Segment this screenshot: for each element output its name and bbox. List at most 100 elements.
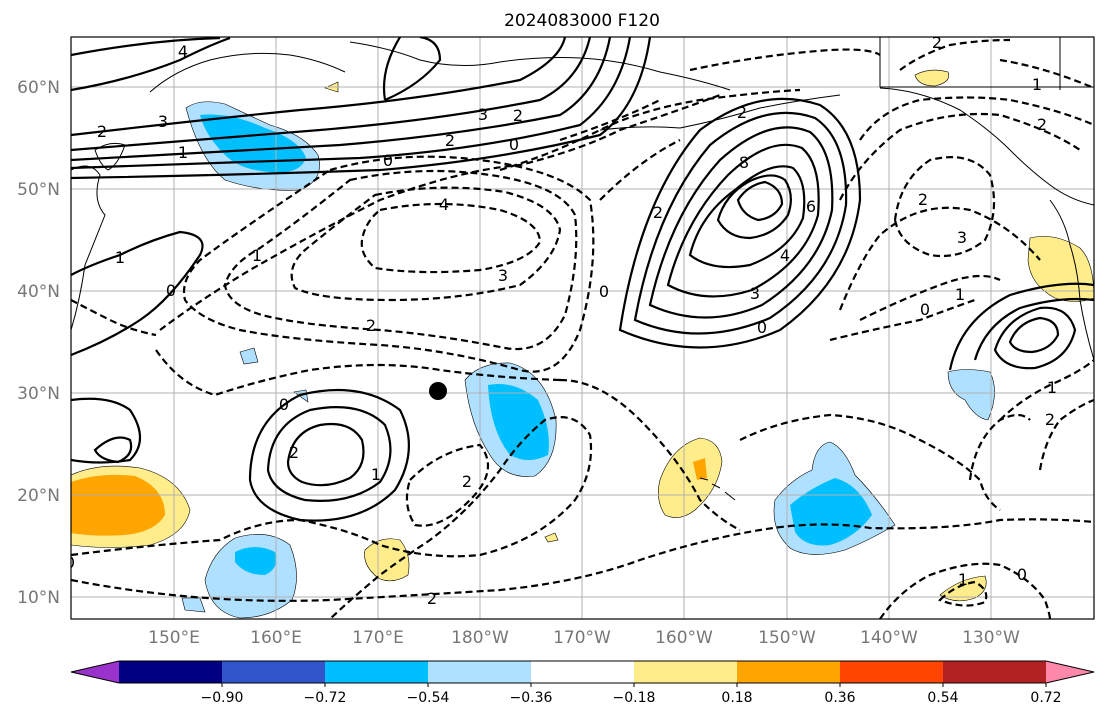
lat-label: 40°N [17, 282, 60, 302]
colorbar-tick-label: −0.90 [201, 690, 244, 706]
contour-neg [839, 112, 1081, 201]
contour-neg [739, 413, 1001, 511]
graticule [71, 37, 1094, 619]
contour-south-2 [286, 422, 365, 487]
contour-neg [155, 349, 561, 397]
contour-neg-1 [182, 155, 595, 373]
contour-neg [899, 38, 1011, 71]
contour-label: 2 [1045, 410, 1055, 429]
contour-label: 0 [166, 281, 176, 300]
contour-south-1 [266, 406, 392, 502]
contour-neg [859, 274, 1001, 321]
contour-label: 4 [178, 42, 188, 61]
contour-label: 2 [653, 203, 663, 222]
contour-neg [71, 518, 1094, 602]
contour-high-6 [716, 174, 792, 240]
contour-neg-2 [893, 156, 996, 258]
contour-label: 1 [1032, 75, 1042, 94]
contour-label: 2 [1037, 115, 1047, 134]
contour-neg-2 [223, 169, 578, 351]
contour-neg [559, 378, 741, 531]
contour-neg [1038, 398, 1094, 471]
contour-label: 2 [445, 131, 455, 150]
contour-neg [159, 93, 721, 331]
contour-label: 2 [289, 443, 299, 462]
anomaly-orange [71, 474, 165, 536]
contour-high-0 [618, 97, 862, 349]
lon-label: 170°E [352, 628, 404, 648]
storm-center-dot [429, 382, 447, 400]
colorbar-tick-label: −0.36 [510, 690, 553, 706]
contour-label: 6 [806, 197, 816, 216]
longitude-labels: 150°E 160°E 170°E 180°W 170°W 160°W 150°… [148, 628, 1020, 648]
contour-label: 2 [918, 190, 928, 209]
lon-label: 140°W [860, 628, 918, 648]
map-title: 2024083000 F120 [504, 11, 660, 31]
contour-label: 0 [279, 395, 289, 414]
contour-label: 1 [958, 570, 968, 589]
contour-high-2 [648, 126, 834, 319]
contour-label: 1 [252, 246, 262, 265]
contour-line [1008, 316, 1060, 354]
latitude-labels: 60°N 50°N 40°N 30°N 20°N 10°N [17, 78, 60, 608]
anomaly-blue [488, 384, 549, 460]
contour-neg-2 [405, 443, 490, 527]
contour-label: 4 [780, 246, 790, 265]
contour-neg [829, 298, 976, 342]
anomaly-yellow [544, 532, 559, 543]
contour-label: 0 [757, 318, 767, 337]
contour-neg [838, 206, 1041, 311]
colorbar-tick-label: 0.54 [927, 690, 958, 706]
coastlines [71, 37, 1094, 501]
colorbar-tick-label: −0.72 [304, 690, 347, 706]
contour-label: 2 [513, 106, 523, 125]
lon-label: 180°W [451, 628, 509, 648]
contour-neg [689, 48, 881, 72]
contour-line [71, 37, 632, 170]
coastline-alaska [349, 41, 731, 91]
contour-label: 1 [1047, 378, 1057, 397]
colorbar-segment [531, 661, 635, 683]
contour-line [71, 37, 221, 57]
anomaly-blue [200, 114, 306, 173]
colorbar-tick-label: −0.18 [613, 690, 656, 706]
contour-line [71, 37, 567, 137]
contour-neg [71, 416, 593, 619]
colorbar-segment [119, 661, 223, 683]
colorbar-tick-label: −0.54 [407, 690, 450, 706]
contour-high-4 [688, 165, 806, 269]
colorbar-extend-high [1046, 661, 1094, 683]
coastline-canada [879, 87, 1094, 206]
colorbar-segment [943, 661, 1047, 683]
contour-high-8 [736, 180, 784, 222]
contour-line [382, 37, 442, 102]
colorbar: −0.90 −0.72 −0.54 −0.36 −0.18 0.18 0.36 0.54 0.7… [70, 660, 1095, 706]
anomaly-light-blue [947, 369, 995, 421]
contour-line [71, 397, 142, 464]
contour-label: 8 [739, 153, 749, 172]
contour-label: 0 [65, 553, 75, 572]
border-canada-alaska [879, 37, 1094, 88]
colorbar-tick-label: 0.36 [824, 690, 855, 706]
anomaly-yellow [658, 437, 723, 518]
colorbar-segment [222, 661, 326, 683]
contour-neg [999, 359, 1094, 421]
dashed-contours [71, 38, 1094, 619]
contour-label: 0 [599, 282, 609, 301]
contour-label: 3 [158, 112, 168, 131]
colorbar-outline [70, 660, 1095, 684]
lon-label: 150°E [148, 628, 200, 648]
contour-label: 2 [737, 103, 747, 122]
contour-line [71, 230, 204, 357]
anomaly-blue [235, 547, 277, 575]
contour-neg [968, 413, 1031, 481]
contour-high-3 [666, 143, 820, 298]
colorbar-tick-label: 0.72 [1030, 690, 1061, 706]
contour-line [948, 282, 1094, 371]
contour-label: 3 [750, 284, 760, 303]
colorbar-segment [428, 661, 532, 683]
contour-label: 2 [462, 472, 472, 491]
contour-label: 0 [1017, 565, 1027, 584]
